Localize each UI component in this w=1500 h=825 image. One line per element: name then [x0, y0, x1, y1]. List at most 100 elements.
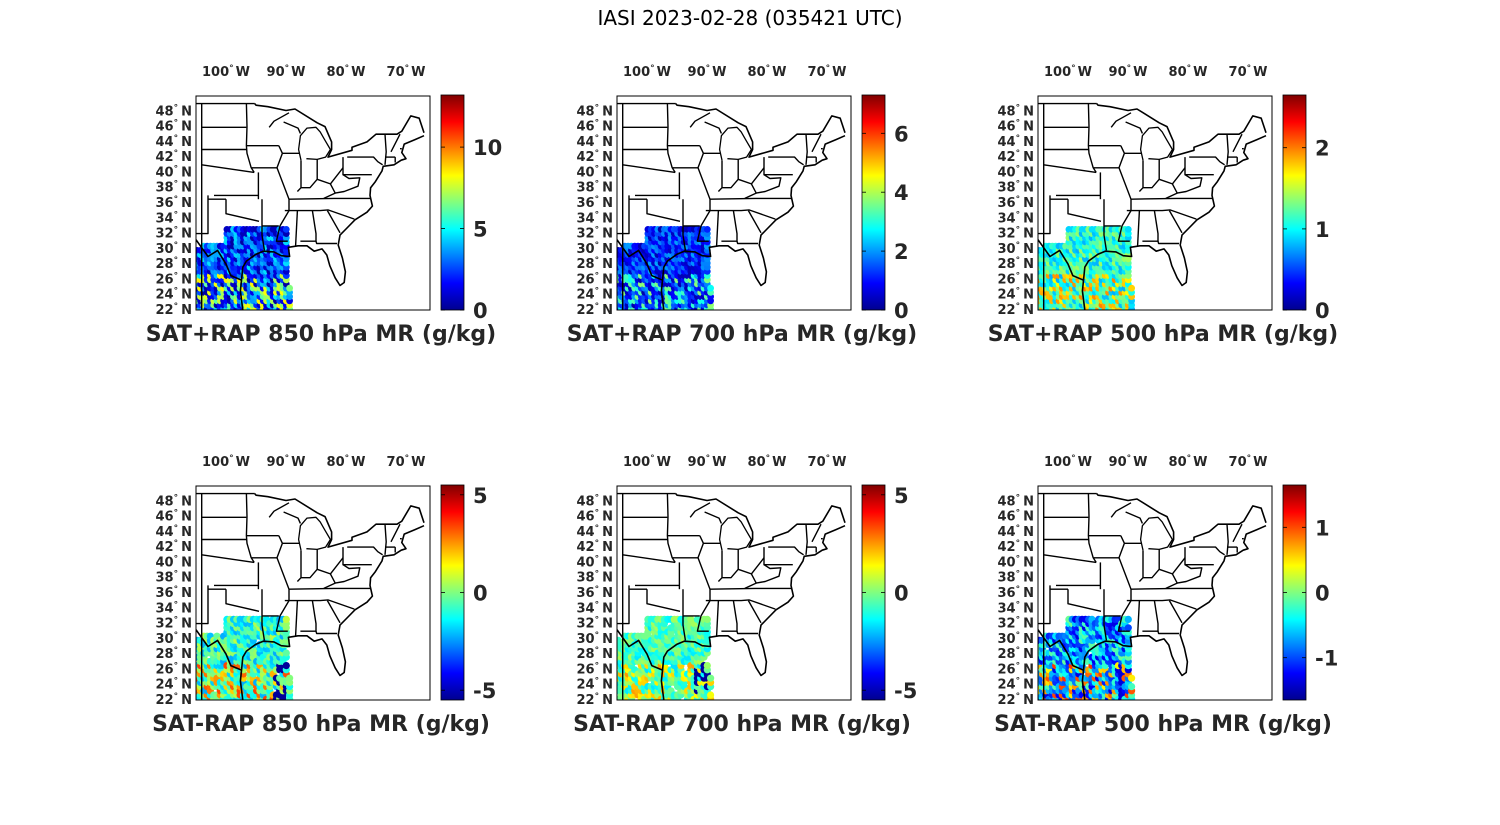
colorbar-tick-label: 1 [1315, 218, 1330, 242]
lon-tick-label: 100° W [202, 64, 250, 80]
state-boundary [736, 631, 758, 635]
lake-michigan-shore [1139, 126, 1174, 161]
lon-tick-label: 80° W [748, 64, 787, 80]
state-boundary [747, 600, 762, 624]
mexico-border [1038, 629, 1084, 671]
map-frame [1037, 95, 1273, 311]
data-point [1124, 624, 1132, 632]
map-svg: 100° W 90° W 80° W 70° W 48° N46° N44° N42° N40° N38°… [152, 454, 496, 737]
map-panel-sat-minus-rap-850: 100° W 90° W 80° W 70° W 48° N 46° N 44° N 42° N 40° N 38°… [120, 450, 500, 750]
lat-tick-label: 22° N [998, 692, 1034, 708]
lat-tick-label: 30° N [577, 241, 613, 257]
state-boundary [225, 199, 260, 222]
state-boundary [288, 197, 371, 200]
map-panel-sat-rap-500: 100° W 90° W 80° W 70° W 48° N 46° N 44° N 42° N 40° N 38°… [962, 60, 1342, 360]
colorbar [861, 94, 886, 311]
data-point [282, 615, 290, 623]
state-boundary [294, 210, 299, 246]
state-boundary [1117, 535, 1132, 632]
state-boundary [384, 134, 387, 165]
lat-tick-label: 40° N [156, 164, 192, 180]
coastline [239, 134, 425, 310]
lat-tick-label: 28° N [156, 646, 192, 662]
state-boundary [709, 587, 792, 590]
lat-tick-label: 44° N [998, 134, 1034, 150]
data-point [703, 615, 711, 623]
state-boundary [1184, 547, 1214, 566]
data-layer [617, 615, 715, 700]
state-boundary [666, 493, 676, 563]
state-boundary [268, 502, 290, 518]
state-boundary [1138, 550, 1144, 582]
state-boundary [296, 550, 302, 582]
state-boundary [301, 557, 344, 579]
map-panel-sat-rap-700: 100° W 90° W 80° W 70° W 48° N 46° N 44° N 42° N 40° N 38°… [541, 60, 921, 360]
data-point [282, 662, 290, 670]
canada-border [254, 493, 425, 548]
data-point [703, 226, 711, 233]
lat-tick-label: 28° N [998, 256, 1034, 272]
state-boundary [689, 112, 711, 128]
lon-tick-label: 70° W [808, 64, 847, 80]
lat-tick-label: 30° N [577, 631, 613, 647]
canada-border [254, 103, 425, 158]
colorbar [440, 94, 465, 311]
lon-tick-label: 70° W [387, 454, 426, 470]
colorbar-tick-label: 0 [473, 582, 488, 606]
panel-title: SAT-RAP 500 hPa MR (g/kg) [994, 712, 1332, 737]
lon-tick-label: 90° W [267, 64, 306, 80]
data-layer [1038, 226, 1135, 310]
colorbar-tick-label: 6 [894, 122, 909, 146]
map-svg: 100° W 90° W 80° W 70° W 48° N46° N44° N42° N40° N38°… [567, 64, 917, 347]
lat-tick-label: 24° N [998, 677, 1034, 693]
state-boundary [294, 600, 299, 636]
lat-tick-label: 30° N [156, 631, 192, 647]
lat-tick-label: 26° N [998, 661, 1034, 677]
mexico-border [617, 629, 663, 671]
lat-tick-label: 40° N [156, 554, 192, 570]
colorbar-tick-label: 4 [894, 181, 909, 205]
lat-tick-label: 24° N [577, 677, 613, 693]
lat-tick-label: 22° N [577, 302, 613, 318]
lat-tick-label: 24° N [156, 287, 192, 303]
state-boundary [696, 145, 711, 242]
state-boundary [1067, 199, 1102, 222]
lat-tick-label: 48° N [577, 493, 613, 509]
state-boundary [1143, 557, 1186, 579]
state-boundary [342, 157, 372, 176]
lake-michigan-shore [718, 516, 753, 551]
state-boundary [201, 554, 255, 564]
lon-tick-label: 70° W [1229, 454, 1268, 470]
lat-tick-label: 32° N [998, 616, 1034, 632]
state-boundary [805, 524, 808, 555]
state-boundary [323, 183, 336, 200]
state-boundary [763, 547, 793, 566]
state-boundary [1110, 502, 1132, 518]
lat-tick-label: 38° N [998, 570, 1034, 586]
state-boundary [1125, 121, 1144, 134]
state-boundary [261, 589, 266, 641]
state-boundary [1232, 133, 1243, 153]
state-boundary [1136, 600, 1141, 636]
canada-border [675, 103, 846, 158]
lat-tick-label: 24° N [156, 677, 192, 693]
state-boundary [1087, 103, 1097, 173]
colorbar-tick-label: 5 [894, 484, 909, 508]
lat-tick-label: 30° N [998, 241, 1034, 257]
lat-tick-label: 22° N [156, 302, 192, 318]
state-boundary [335, 564, 361, 584]
state-boundary [283, 511, 302, 524]
data-point [282, 226, 290, 233]
lat-tick-label: 34° N [577, 600, 613, 616]
state-boundary [225, 589, 260, 612]
state-boundary [705, 599, 776, 610]
state-boundary [704, 121, 723, 134]
lon-tick-label: 90° W [688, 64, 727, 80]
lat-tick-label: 46° N [156, 119, 192, 135]
lat-tick-label: 26° N [998, 271, 1034, 287]
data-point [703, 662, 711, 670]
lat-tick-label: 46° N [998, 509, 1034, 525]
colorbar [1282, 94, 1307, 311]
lat-tick-label: 36° N [998, 195, 1034, 211]
state-boundary [1143, 167, 1186, 189]
